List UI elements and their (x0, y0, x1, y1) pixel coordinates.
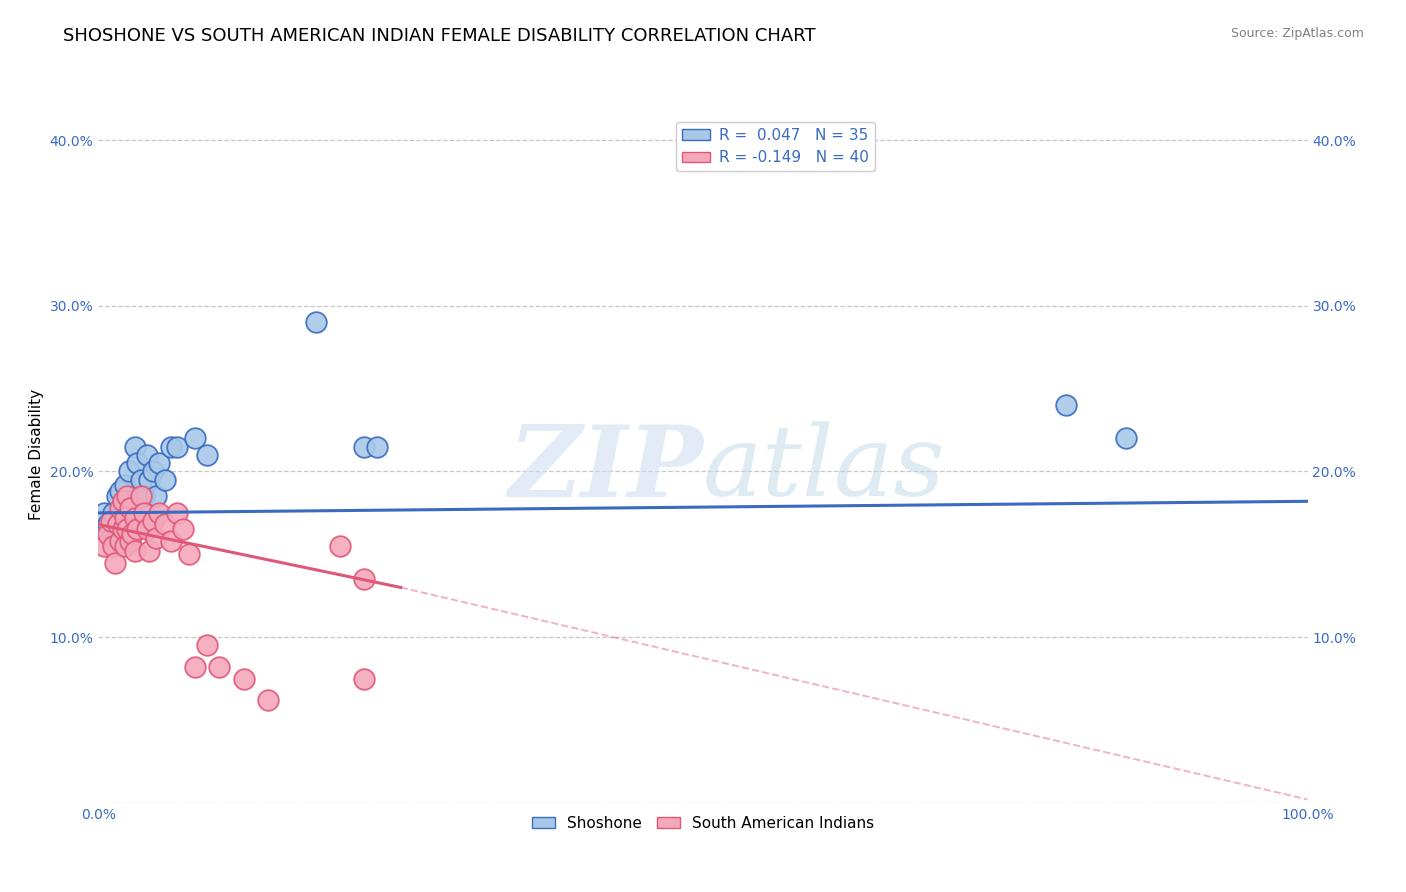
Point (148, 506, 170, 520)
Point (105, 489, 128, 503)
Point (124, 440, 146, 454)
Point (97, 527, 120, 541)
Point (208, 660, 231, 674)
Text: ZIP: ZIP (508, 421, 703, 517)
Point (1054, 398, 1077, 412)
Point (93, 506, 115, 520)
Point (353, 572, 375, 586)
Point (184, 660, 207, 674)
Point (114, 539, 136, 553)
Point (101, 506, 124, 520)
Point (305, 315, 328, 329)
Point (195, 448, 218, 462)
Point (166, 440, 188, 454)
Point (256, 693, 278, 707)
Y-axis label: Female Disability: Female Disability (30, 389, 44, 521)
Point (135, 448, 157, 462)
Point (108, 534, 131, 549)
Point (179, 547, 201, 561)
Point (134, 489, 156, 503)
Point (118, 500, 141, 515)
Point (114, 477, 136, 491)
Point (153, 473, 176, 487)
Point (118, 494, 141, 508)
Point (145, 489, 167, 503)
Point (97, 517, 120, 532)
Point (160, 534, 183, 549)
Point (100, 531, 122, 545)
Text: Source: ZipAtlas.com: Source: ZipAtlas.com (1230, 27, 1364, 40)
Point (111, 494, 134, 508)
Point (148, 456, 170, 470)
Point (104, 556, 127, 570)
Point (93, 539, 115, 553)
Point (124, 544, 146, 558)
Point (118, 465, 141, 479)
Point (184, 431, 207, 445)
Point (153, 517, 176, 532)
Point (124, 511, 146, 525)
Point (138, 473, 160, 487)
Point (117, 489, 139, 503)
Point (138, 544, 160, 558)
Point (1115, 431, 1137, 445)
Point (108, 511, 131, 525)
Point (145, 531, 167, 545)
Point (111, 527, 134, 541)
Point (108, 484, 131, 499)
Text: atlas: atlas (703, 421, 946, 516)
Point (108, 500, 131, 515)
Point (232, 672, 254, 686)
Point (127, 456, 149, 470)
Point (117, 523, 139, 537)
Point (353, 440, 375, 454)
Point (353, 672, 375, 686)
Point (107, 517, 129, 532)
Point (329, 539, 352, 553)
Point (111, 523, 134, 537)
Point (121, 506, 143, 520)
Point (127, 523, 149, 537)
Point (105, 523, 128, 537)
Point (118, 534, 141, 549)
Text: SHOSHONE VS SOUTH AMERICAN INDIAN FEMALE DISABILITY CORRELATION CHART: SHOSHONE VS SOUTH AMERICAN INDIAN FEMALE… (63, 27, 815, 45)
Point (100, 514, 122, 528)
Point (111, 500, 134, 515)
Point (160, 440, 183, 454)
Point (142, 514, 165, 528)
Point (121, 527, 143, 541)
Point (101, 539, 124, 553)
Point (166, 506, 188, 520)
Point (114, 511, 136, 525)
Point (142, 465, 165, 479)
Point (129, 489, 152, 503)
Point (135, 523, 157, 537)
Point (114, 506, 136, 520)
Point (101, 539, 124, 553)
Legend: Shoshone, South American Indians: Shoshone, South American Indians (526, 810, 880, 837)
Point (129, 473, 152, 487)
Point (134, 506, 156, 520)
Point (366, 440, 388, 454)
Point (172, 523, 194, 537)
Point (195, 639, 218, 653)
